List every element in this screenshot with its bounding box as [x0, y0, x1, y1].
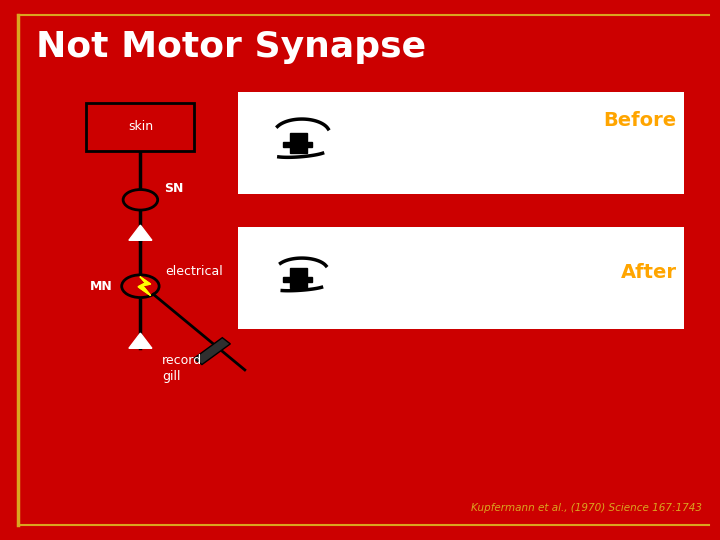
Polygon shape [129, 333, 152, 348]
Text: After: After [621, 264, 677, 282]
Text: Kupfermann et al., (1970) Science 167:1743: Kupfermann et al., (1970) Science 167:17… [471, 503, 702, 513]
Text: Not Motor Synapse: Not Motor Synapse [36, 30, 426, 64]
Text: skin: skin [128, 120, 153, 133]
Bar [86, 103, 194, 151]
Bar [194, 338, 230, 364]
Bar [290, 133, 307, 153]
Bar [290, 268, 307, 288]
Bar [238, 227, 684, 329]
Text: MN: MN [89, 280, 112, 293]
Text: record
gill: record gill [162, 354, 202, 383]
Text: SN: SN [164, 183, 184, 195]
Text: electrical: electrical [166, 265, 223, 278]
Polygon shape [138, 277, 150, 295]
Bar [238, 92, 684, 194]
Ellipse shape [123, 190, 158, 210]
Bar [307, 142, 312, 147]
Ellipse shape [122, 275, 159, 298]
Bar [283, 277, 291, 282]
Text: Before: Before [603, 111, 677, 130]
Polygon shape [129, 225, 152, 240]
Bar [283, 142, 291, 147]
Bar [307, 277, 312, 282]
